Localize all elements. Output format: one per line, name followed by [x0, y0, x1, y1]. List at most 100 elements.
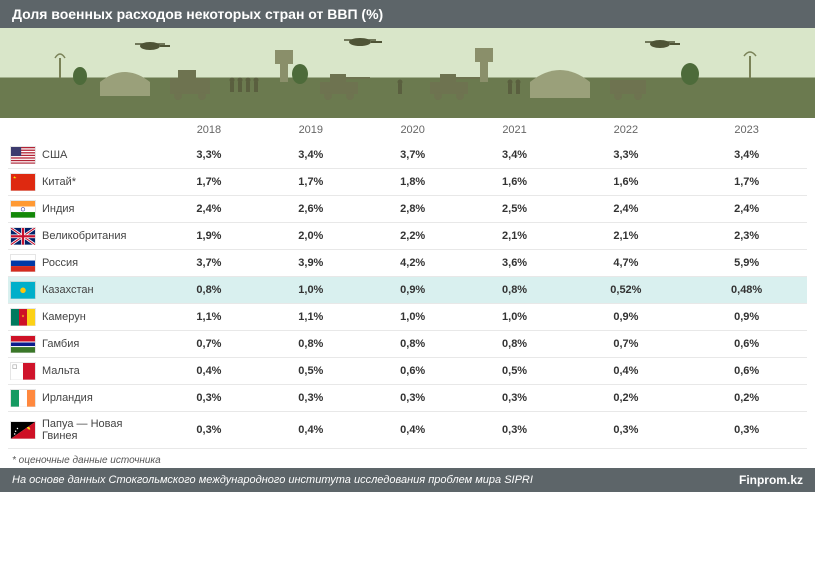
value-cell: 1,7%	[158, 169, 260, 196]
value-cell: 2,6%	[260, 196, 362, 223]
table-row: Ирландия0,3%0,3%0,3%0,3%0,2%0,2%	[8, 385, 807, 412]
country-name: США	[38, 142, 158, 169]
value-cell: 1,6%	[566, 169, 687, 196]
country-name: Гамбия	[38, 331, 158, 358]
cn-flag-icon	[10, 173, 36, 191]
value-cell: 0,8%	[464, 331, 566, 358]
flag-cell	[8, 385, 38, 412]
value-cell: 3,3%	[566, 142, 687, 169]
country-name: Казахстан	[38, 277, 158, 304]
value-cell: 2,4%	[686, 196, 807, 223]
table-row: Индия2,4%2,6%2,8%2,5%2,4%2,4%	[8, 196, 807, 223]
value-cell: 3,3%	[158, 142, 260, 169]
country-name: Великобритания	[38, 223, 158, 250]
value-cell: 3,7%	[362, 142, 464, 169]
table-row: Казахстан0,8%1,0%0,9%0,8%0,52%0,48%	[8, 277, 807, 304]
value-cell: 0,3%	[464, 385, 566, 412]
value-cell: 3,9%	[260, 250, 362, 277]
value-cell: 2,5%	[464, 196, 566, 223]
value-cell: 3,6%	[464, 250, 566, 277]
kz-flag-icon	[10, 281, 36, 299]
brand-label: Finprom.kz	[739, 473, 803, 487]
country-name: Индия	[38, 196, 158, 223]
table-row: Камерун1,1%1,1%1,0%1,0%0,9%0,9%	[8, 304, 807, 331]
value-cell: 0,9%	[566, 304, 687, 331]
value-cell: 2,0%	[260, 223, 362, 250]
value-cell: 1,1%	[260, 304, 362, 331]
value-cell: 0,4%	[566, 358, 687, 385]
flag-cell	[8, 412, 38, 449]
value-cell: 0,4%	[158, 358, 260, 385]
flag-cell	[8, 196, 38, 223]
value-cell: 0,6%	[686, 331, 807, 358]
flag-cell	[8, 223, 38, 250]
value-cell: 0,3%	[260, 385, 362, 412]
year-header: 2022	[566, 118, 687, 142]
in-flag-icon	[10, 200, 36, 218]
cm-flag-icon	[10, 308, 36, 326]
value-cell: 2,2%	[362, 223, 464, 250]
flag-cell	[8, 250, 38, 277]
value-cell: 0,9%	[362, 277, 464, 304]
value-cell: 0,4%	[260, 412, 362, 449]
table-row: Великобритания1,9%2,0%2,2%2,1%2,1%2,3%	[8, 223, 807, 250]
value-cell: 1,1%	[158, 304, 260, 331]
value-cell: 2,4%	[158, 196, 260, 223]
flag-cell	[8, 169, 38, 196]
value-cell: 0,3%	[158, 412, 260, 449]
value-cell: 0,48%	[686, 277, 807, 304]
flag-cell	[8, 358, 38, 385]
country-name: Ирландия	[38, 385, 158, 412]
country-name: Мальта	[38, 358, 158, 385]
value-cell: 0,8%	[260, 331, 362, 358]
source-text: На основе данных Стокгольмского междунар…	[12, 474, 533, 486]
country-name: Россия	[38, 250, 158, 277]
year-header: 2018	[158, 118, 260, 142]
value-cell: 0,7%	[566, 331, 687, 358]
value-cell: 1,9%	[158, 223, 260, 250]
flag-cell	[8, 277, 38, 304]
footer-bar: На основе данных Стокгольмского междунар…	[0, 468, 815, 492]
table-row: Папуа — Новая Гвинея0,3%0,4%0,4%0,3%0,3%…	[8, 412, 807, 449]
value-cell: 0,3%	[362, 385, 464, 412]
year-header: 2019	[260, 118, 362, 142]
us-flag-icon	[10, 146, 36, 164]
value-cell: 0,3%	[464, 412, 566, 449]
value-cell: 2,8%	[362, 196, 464, 223]
ru-flag-icon	[10, 254, 36, 272]
mt-flag-icon	[10, 362, 36, 380]
value-cell: 0,6%	[362, 358, 464, 385]
value-cell: 5,9%	[686, 250, 807, 277]
table-header-row: 2018 2019 2020 2021 2022 2023	[8, 118, 807, 142]
value-cell: 0,5%	[260, 358, 362, 385]
year-header: 2023	[686, 118, 807, 142]
country-name: Папуа — Новая Гвинея	[38, 412, 158, 449]
military-scene-icon	[0, 28, 815, 118]
value-cell: 0,3%	[686, 412, 807, 449]
value-cell: 3,4%	[686, 142, 807, 169]
footnote-text: * оценочные данные источника	[0, 449, 815, 468]
value-cell: 3,4%	[464, 142, 566, 169]
table-row: Китай*1,7%1,7%1,8%1,6%1,6%1,7%	[8, 169, 807, 196]
hero-illustration	[0, 28, 815, 118]
value-cell: 1,0%	[362, 304, 464, 331]
pg-flag-icon	[10, 421, 36, 439]
value-cell: 0,6%	[686, 358, 807, 385]
value-cell: 1,6%	[464, 169, 566, 196]
infographic-container: Доля военных расходов некоторых стран от…	[0, 0, 815, 492]
value-cell: 1,0%	[260, 277, 362, 304]
value-cell: 0,2%	[566, 385, 687, 412]
gm-flag-icon	[10, 335, 36, 353]
table-row: Россия3,7%3,9%4,2%3,6%4,7%5,9%	[8, 250, 807, 277]
table-row: Мальта0,4%0,5%0,6%0,5%0,4%0,6%	[8, 358, 807, 385]
value-cell: 0,3%	[158, 385, 260, 412]
flag-cell	[8, 331, 38, 358]
value-cell: 4,2%	[362, 250, 464, 277]
value-cell: 0,8%	[362, 331, 464, 358]
value-cell: 2,1%	[464, 223, 566, 250]
page-title: Доля военных расходов некоторых стран от…	[0, 0, 815, 28]
ie-flag-icon	[10, 389, 36, 407]
value-cell: 3,7%	[158, 250, 260, 277]
data-table-wrap: 2018 2019 2020 2021 2022 2023 США3,3%3,4…	[0, 118, 815, 449]
value-cell: 4,7%	[566, 250, 687, 277]
